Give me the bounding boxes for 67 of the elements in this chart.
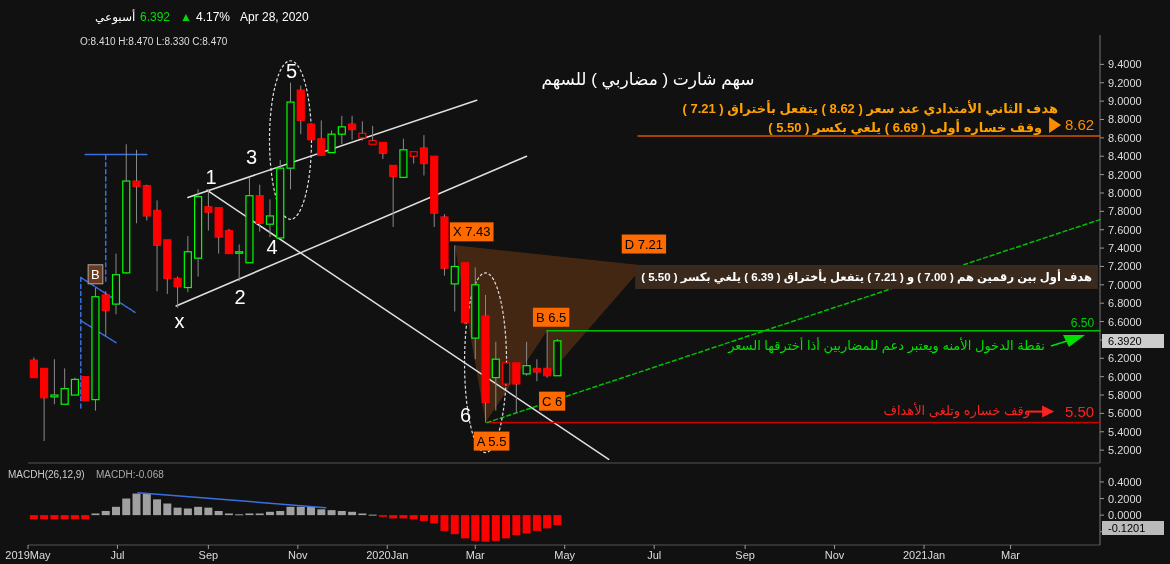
label-box: X 7.43 <box>449 222 494 242</box>
annotation: 6 <box>459 403 472 426</box>
x-tick-label: Jul <box>110 549 125 561</box>
text: سهم شارت ( مضاربي ) للسهم <box>541 70 755 90</box>
x-tick-label: May <box>554 549 576 561</box>
y-tick-label: 5.6000 <box>1108 407 1142 420</box>
price-tag: -0.1201 <box>1102 521 1164 535</box>
x-tick-label: Mar <box>1001 549 1021 561</box>
y-tick-label: 5.4000 <box>1108 425 1142 438</box>
y-tick-label: 7.8000 <box>1108 205 1142 218</box>
annotation: 4 <box>266 236 278 259</box>
y-tick-label: 9.0000 <box>1108 95 1142 108</box>
y-tick-label: 7.0000 <box>1108 278 1142 291</box>
annotation: B <box>91 266 100 282</box>
y-tick-label: 8.0000 <box>1108 186 1142 199</box>
y-tick-label: 6.8000 <box>1108 297 1142 310</box>
x-tick-label: 2019May <box>5 549 52 561</box>
text: ▲ <box>180 10 192 24</box>
annotation: 5.50 <box>1064 402 1095 420</box>
x-tick-label: Sep <box>198 549 219 561</box>
y-tick-label: 8.6000 <box>1108 131 1142 144</box>
note: هدف الثاني الأمتدادي عند سعر ( 8.62 ) يتفعل بأختراق ( 7.21 ) <box>682 101 1058 116</box>
note: وقف خساره وتلغى الأهداف <box>883 403 1030 418</box>
y-tick-label: 5.8000 <box>1108 389 1142 402</box>
y-tick-label: 6.6000 <box>1108 315 1142 328</box>
y-tick-label: 0.2000 <box>1108 492 1142 505</box>
annotation: O:8.410 H:8.470 L:8.330 C:8.470 <box>80 36 228 47</box>
annotation: 6.50 <box>1070 315 1095 330</box>
chart-subtitle: MACDH:-0.068 <box>96 469 165 480</box>
text: 4.17% <box>196 10 231 24</box>
y-tick-label: 0.0000 <box>1108 509 1142 522</box>
y-tick-label: 6.0000 <box>1108 370 1142 383</box>
x-tick-label: Mar <box>465 549 486 561</box>
annotation: 3 <box>245 146 257 169</box>
x-tick-label: Sep <box>735 549 755 561</box>
annotation: 2 <box>234 286 246 309</box>
y-tick-label: 9.2000 <box>1108 76 1142 89</box>
annotation: x <box>174 309 185 332</box>
y-tick-label: 6.2000 <box>1108 352 1142 365</box>
annotation: 8.62 <box>1064 116 1095 134</box>
note: نقطة الدخول الأمنه ويعتبر دعم للمضاربين أذا أخترقها السعر <box>728 338 1045 353</box>
x-tick-label: Nov <box>288 549 309 561</box>
y-tick-label: 5.2000 <box>1108 444 1142 457</box>
y-tick-label: 9.4000 <box>1108 58 1142 71</box>
y-tick-label: 8.2000 <box>1108 168 1142 181</box>
text: أسبوعي <box>95 9 136 25</box>
x-tick-label: Jul <box>647 549 662 561</box>
label-box: B <box>87 264 104 285</box>
y-tick-label: 7.4000 <box>1108 242 1142 255</box>
x-tick-label: 2021Jan <box>902 549 946 561</box>
y-tick-label: 7.2000 <box>1108 260 1142 273</box>
y-tick-label: 8.4000 <box>1108 150 1142 163</box>
note: وقف خساره أولى ( 6.69 ) يلغي بكسر ( 5.50 ) <box>768 120 1042 135</box>
label-box: C 6 <box>539 391 566 411</box>
annotation: 5 <box>285 59 298 82</box>
y-tick-label: 7.6000 <box>1108 223 1142 236</box>
annotation: 1 <box>205 166 217 189</box>
annotation: هدف أول بين رقمين هم ( 7.00 ) و ( 7.21 ) يتفعل بأختراق ( 6.39 ) يلغي بكسر ( 5.50 ) <box>641 269 1093 285</box>
y-tick-label: 0.4000 <box>1108 475 1142 488</box>
y-tick-label: 8.8000 <box>1108 113 1142 126</box>
x-tick-label: 2020Jan <box>366 549 409 561</box>
price-tag: 6.3920 <box>1102 334 1164 348</box>
chart-title: MACDH(26,12,9) <box>8 469 85 480</box>
note: هدف أول بين رقمين هم ( 7.00 ) و ( 7.21 ) يتفعل بأختراق ( 6.39 ) يلغي بكسر ( 5.50 ) <box>635 265 1098 289</box>
text: Apr 28, 2020 <box>240 10 310 24</box>
text: 6.392 <box>140 10 171 24</box>
x-tick-label: Nov <box>824 549 845 561</box>
